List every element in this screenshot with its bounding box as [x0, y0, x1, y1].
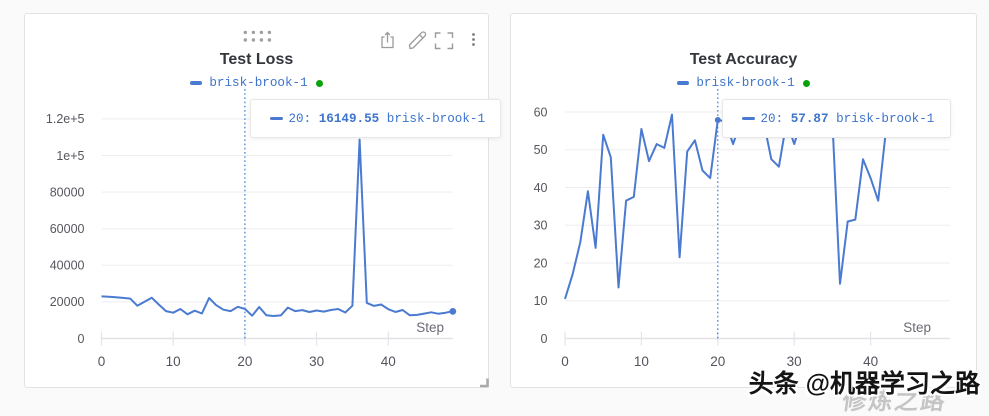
svg-text:20000: 20000	[50, 295, 85, 309]
svg-text:30: 30	[787, 354, 802, 369]
svg-text:20: 20	[534, 256, 548, 270]
svg-text:Step: Step	[903, 320, 931, 335]
svg-text:40: 40	[863, 354, 878, 369]
svg-text:10: 10	[634, 354, 649, 369]
svg-text:40000: 40000	[50, 259, 85, 273]
svg-text:60000: 60000	[50, 222, 85, 236]
svg-text:20: 20	[237, 354, 252, 369]
svg-text:80000: 80000	[50, 185, 85, 199]
svg-text:1e+5: 1e+5	[56, 149, 84, 163]
svg-text:40: 40	[381, 354, 396, 369]
svg-text:0: 0	[78, 332, 85, 346]
svg-text:0: 0	[98, 354, 106, 369]
svg-text:40: 40	[534, 181, 548, 195]
svg-text:60: 60	[534, 105, 548, 119]
svg-text:10: 10	[166, 354, 181, 369]
svg-text:10: 10	[534, 294, 548, 308]
svg-text:20: 20	[710, 354, 725, 369]
svg-text:Step: Step	[416, 320, 444, 335]
svg-text:30: 30	[534, 219, 548, 233]
svg-text:0: 0	[561, 354, 569, 369]
svg-text:0: 0	[541, 332, 548, 346]
svg-text:1.2e+5: 1.2e+5	[46, 112, 85, 126]
svg-text:50: 50	[534, 143, 548, 157]
svg-text:30: 30	[309, 354, 324, 369]
